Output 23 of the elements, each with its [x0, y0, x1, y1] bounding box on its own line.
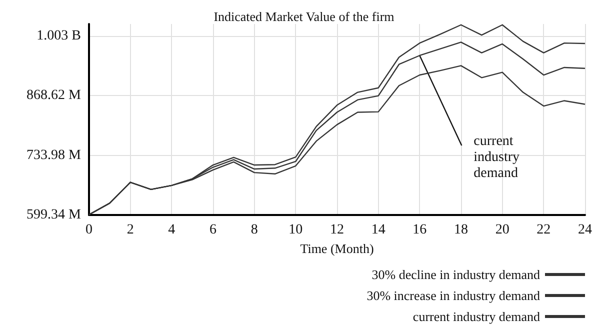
x-tick-label: 22	[536, 222, 551, 238]
x-tick-label: 14	[371, 222, 386, 238]
y-tick-label: 599.34 M	[26, 208, 82, 222]
x-tick-label: 2	[126, 222, 134, 238]
x-tick-label: 20	[495, 222, 510, 238]
x-tick-label: 6	[210, 222, 216, 238]
x-tick-label: 18	[454, 222, 468, 238]
x-axis-title: Time (Month)	[300, 240, 374, 256]
x-tick-label: 0	[86, 222, 92, 238]
x-tick-label: 16	[412, 222, 427, 238]
y-tick-label: 868.62 M	[26, 88, 82, 104]
legend-label: current industry demand	[412, 309, 540, 324]
x-tick-label: 8	[250, 222, 258, 238]
x-tick-label: 4	[168, 222, 176, 238]
y-tick-label: 733.98 M	[26, 148, 82, 163]
x-tick-label: 12	[330, 222, 344, 238]
x-tick-label: 10	[288, 222, 303, 238]
chart-title: Indicated Market Value of the firm	[214, 9, 394, 24]
y-tick-label: 1.003 B	[36, 28, 81, 44]
annotation: current industry demand	[474, 134, 524, 181]
x-tick-label: 24	[578, 222, 592, 238]
legend-label: 30% decline in industry demand	[372, 267, 540, 282]
legend-label: 30% increase in industry demand	[366, 288, 540, 303]
